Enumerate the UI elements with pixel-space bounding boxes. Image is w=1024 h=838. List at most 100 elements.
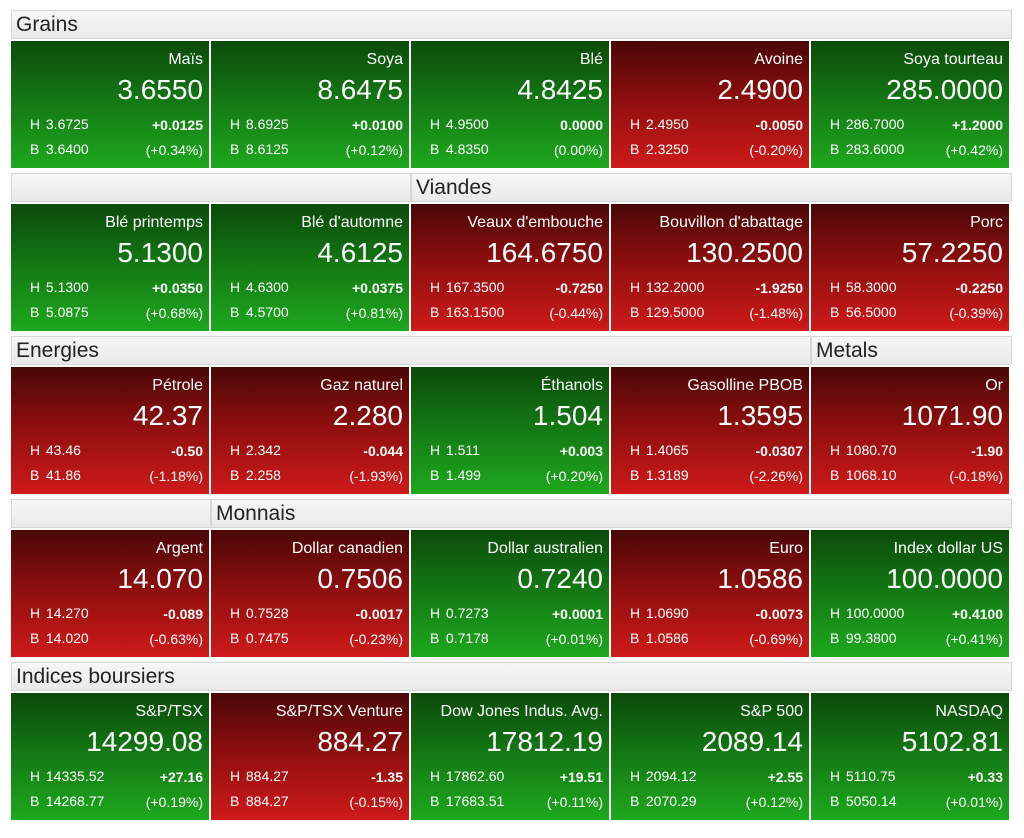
quote-tile[interactable]: Porc 57.2250 H 58.3000 B 56.5000 -0.2250 (-0.… (811, 204, 1009, 331)
quote-name: Dollar australien (487, 540, 603, 557)
quote-low: B 5.0875 (30, 304, 89, 320)
quote-price: 285.0000 (886, 74, 1003, 105)
quote-high: H 1080.70 (830, 442, 897, 458)
quote-low: B 2070.29 (630, 793, 697, 809)
quote-tile[interactable]: Argent 14.070 H 14.270 B 14.020 -0.089 (-0.63… (11, 530, 209, 657)
low-value: 4.8350 (445, 141, 489, 157)
quote-high: H 2.4950 (630, 116, 689, 132)
high-label: H (230, 116, 241, 132)
high-label: H (830, 279, 841, 295)
low-label: B (430, 467, 440, 483)
high-label: H (30, 279, 41, 295)
quote-low: B 2.258 (230, 467, 281, 483)
high-value: 1080.70 (845, 442, 897, 458)
quote-tile[interactable]: Index dollar US 100.0000 H 100.0000 B 99.38… (811, 530, 1009, 657)
quote-name: Blé (579, 51, 603, 68)
tile-row: Blé printemps 5.1300 H 5.1300 B 5.0875 +0.03… (11, 204, 1014, 336)
high-label: H (230, 605, 241, 621)
quote-tile[interactable]: Bouvillon d'abattage 130.2500 H 132.2000 B … (611, 204, 809, 331)
high-value: 1.511 (445, 442, 480, 458)
quote-tile[interactable]: Blé printemps 5.1300 H 5.1300 B 5.0875 +0.03… (11, 204, 209, 331)
high-value: 1.4065 (645, 442, 689, 458)
low-value: 99.3800 (845, 630, 897, 646)
quote-low: B 99.3800 (830, 630, 897, 646)
low-label: B (830, 467, 840, 483)
quote-tile[interactable]: Avoine 2.4900 H 2.4950 B 2.3250 -0.0050 (-0.2… (611, 41, 809, 168)
quote-tile[interactable]: S&P/TSX Venture 884.27 H 884.27 B 884.27 -1.… (211, 693, 409, 820)
quote-change-percent: (-0.20%) (749, 142, 803, 158)
quote-change: 0.0000 (560, 117, 603, 133)
high-label: H (30, 768, 41, 784)
quote-tile[interactable]: Or 1071.90 H 1080.70 B 1068.10 -1.90 (-0.18%) (811, 367, 1009, 494)
quote-tile[interactable]: S&P/TSX 14299.08 H 14335.52 B 14268.77 +27.1… (11, 693, 209, 820)
quote-low: B 4.8350 (430, 141, 489, 157)
quote-change: +0.003 (559, 443, 603, 459)
low-value: 4.5700 (245, 304, 289, 320)
quote-price: 5.1300 (117, 237, 203, 268)
quote-high: H 286.7000 (830, 116, 904, 132)
low-value: 1068.10 (845, 467, 897, 483)
quote-tile[interactable]: S&P 500 2089.14 H 2094.12 B 2070.29 +2.55 (+0… (611, 693, 809, 820)
quote-price: 130.2500 (686, 237, 803, 268)
quote-tile[interactable]: Blé d'automne 4.6125 H 4.6300 B 4.5700 +0.03… (211, 204, 409, 331)
quote-price: 17812.19 (486, 726, 603, 757)
quote-name: Avoine (754, 51, 803, 68)
high-value: 17862.60 (445, 768, 505, 784)
quote-price: 42.37 (132, 400, 203, 431)
quote-price: 2089.14 (701, 726, 803, 757)
quote-tile[interactable]: Blé 4.8425 H 4.9500 B 4.8350 0.0000 (0.00%) (411, 41, 609, 168)
low-value: 0.7178 (445, 630, 489, 646)
low-label: B (230, 793, 240, 809)
high-value: 1.0690 (645, 605, 689, 621)
quote-change: -0.0073 (755, 606, 803, 622)
quote-tile[interactable]: NASDAQ 5102.81 H 5110.75 B 5050.14 +0.33 (+0.… (811, 693, 1009, 820)
quote-change-percent: (-0.39%) (949, 305, 1003, 321)
quote-tile[interactable]: Veaux d'embouche 164.6750 H 167.3500 B 163.… (411, 204, 609, 331)
quote-price: 0.7506 (317, 563, 403, 594)
quote-change-percent: (+0.41%) (945, 631, 1003, 647)
quote-change-percent: (-1.48%) (749, 305, 803, 321)
high-value: 286.7000 (845, 116, 905, 132)
tile-row: Pétrole 42.37 H 43.46 B 41.86 -0.50 (-1.18%) G… (11, 367, 1014, 499)
quote-tile[interactable]: Pétrole 42.37 H 43.46 B 41.86 -0.50 (-1.18%) (11, 367, 209, 494)
quote-high: H 1.511 (430, 442, 480, 458)
quote-name: Argent (155, 540, 203, 557)
quote-change-percent: (-1.18%) (149, 468, 203, 484)
quote-low: B 283.6000 (830, 141, 904, 157)
quote-tile[interactable]: Maïs 3.6550 H 3.6725 B 3.6400 +0.0125 (+0.34%… (11, 41, 209, 168)
low-value: 884.27 (245, 793, 289, 809)
quote-high: H 2.342 (230, 442, 281, 458)
quote-high: H 58.3000 (830, 279, 897, 295)
section-header-monnais: Monnais (211, 499, 1012, 528)
tile-row: Maïs 3.6550 H 3.6725 B 3.6400 +0.0125 (+0.34%… (11, 41, 1014, 173)
high-label: H (230, 768, 241, 784)
high-value: 4.6300 (245, 279, 289, 295)
high-label: H (830, 605, 841, 621)
quote-tile[interactable]: Euro 1.0586 H 1.0690 B 1.0586 -0.0073 (-0.69%… (611, 530, 809, 657)
quote-change-percent: (+0.81%) (345, 305, 403, 321)
quote-low: B 1.3189 (630, 467, 689, 483)
quote-tile[interactable]: Gasolline PBOB 1.3595 H 1.4065 B 1.3189 -0.0… (611, 367, 809, 494)
quote-tile[interactable]: Dow Jones Indus. Avg. 17812.19 H 17862.60 B… (411, 693, 609, 820)
low-label: B (630, 467, 640, 483)
quote-tile[interactable]: Éthanols 1.504 H 1.511 B 1.499 +0.003 (+0.20%… (411, 367, 609, 494)
quote-name: Blé printemps (105, 214, 203, 231)
quote-high: H 43.46 (30, 442, 81, 458)
low-value: 14268.77 (45, 793, 105, 809)
quote-high: H 1.0690 (630, 605, 689, 621)
quote-tile[interactable]: Soya tourteau 285.0000 H 286.7000 B 283.600… (811, 41, 1009, 168)
high-value: 132.2000 (645, 279, 705, 295)
quote-name: Gaz naturel (320, 377, 403, 394)
quote-low: B 129.5000 (630, 304, 704, 320)
quote-high: H 17862.60 (430, 768, 504, 784)
quote-high: H 0.7528 (230, 605, 289, 621)
quote-tile[interactable]: Dollar canadien 0.7506 H 0.7528 B 0.7475 -0.… (211, 530, 409, 657)
low-value: 1.499 (445, 467, 481, 483)
high-label: H (630, 605, 641, 621)
quote-tile[interactable]: Soya 8.6475 H 8.6925 B 8.6125 +0.0100 (+0.12%… (211, 41, 409, 168)
high-label: H (430, 605, 441, 621)
quote-tile[interactable]: Gaz naturel 2.280 H 2.342 B 2.258 -0.044 (-1.… (211, 367, 409, 494)
quote-name: Soya (366, 51, 403, 68)
high-label: H (30, 442, 41, 458)
quote-tile[interactable]: Dollar australien 0.7240 H 0.7273 B 0.7178 +… (411, 530, 609, 657)
